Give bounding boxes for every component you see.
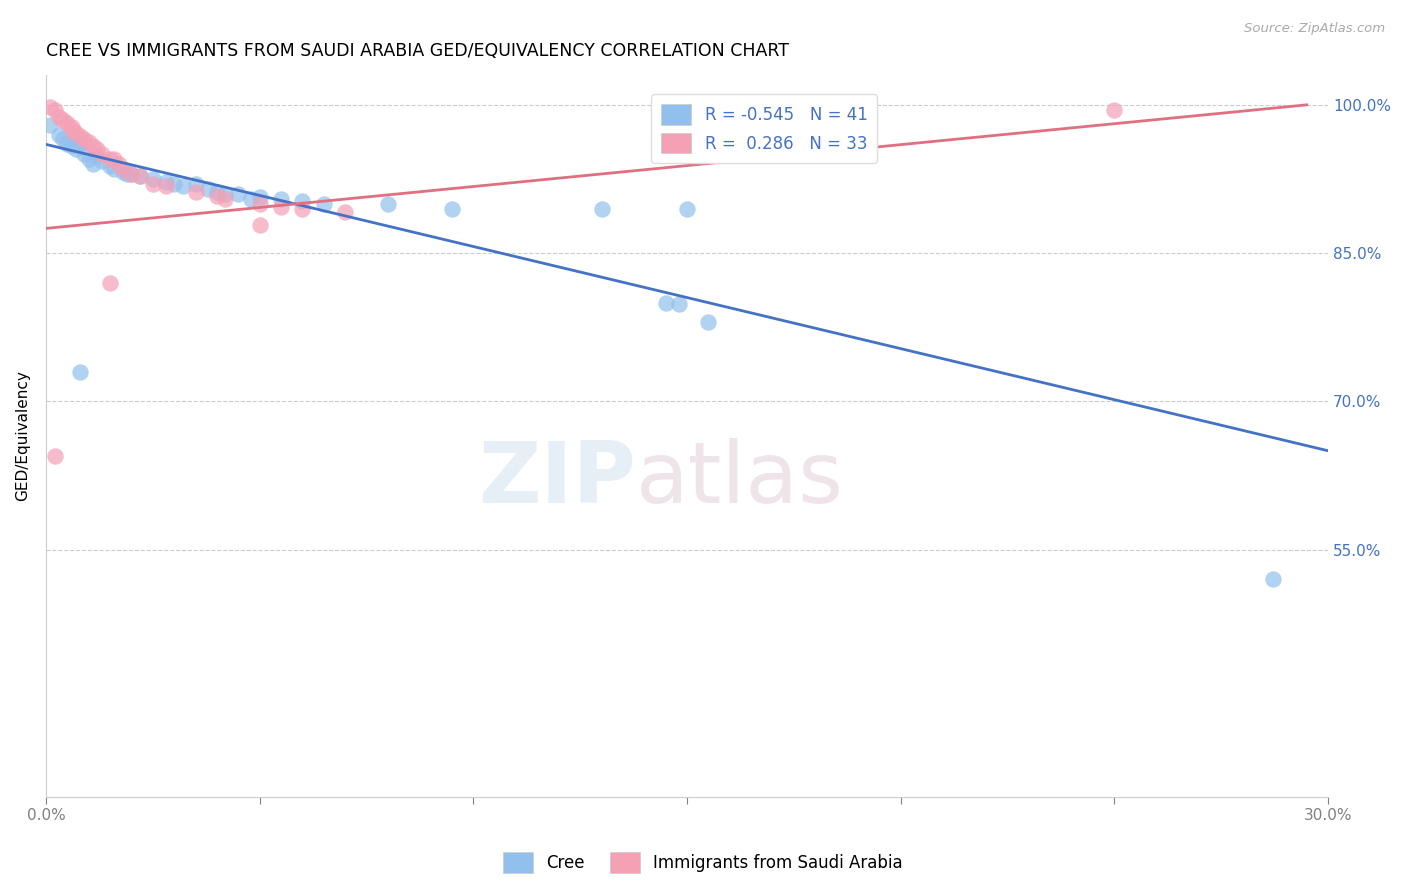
Point [129,169,152,183]
Point [39,100,62,114]
Text: ZIP: ZIP [478,438,636,521]
Point [98,159,121,173]
Point [65,142,87,156]
Point [142,177,165,191]
Point [52,112,75,127]
Point [103,152,125,166]
Point [77,136,100,150]
Point [90,147,112,161]
Point [205,188,228,202]
Point [291,202,314,216]
Point [155,178,177,193]
Point [82,139,104,153]
Point [39,118,62,132]
Point [48,110,70,124]
Point [240,192,263,206]
Point [48,128,70,142]
Point [56,137,79,152]
Point [676,202,699,216]
Point [103,162,125,177]
Point [90,154,112,169]
Point [120,167,142,181]
Legend: Cree, Immigrants from Saudi Arabia: Cree, Immigrants from Saudi Arabia [496,846,910,880]
Point [333,204,356,219]
Point [172,178,194,193]
Point [312,196,335,211]
Point [155,175,177,189]
Point [56,115,79,129]
Point [44,103,66,117]
Point [98,152,121,166]
Point [111,162,134,177]
Point [184,177,207,191]
Point [73,147,96,161]
Point [82,157,104,171]
Point [184,185,207,199]
Point [111,165,134,179]
Point [65,126,87,140]
Point [115,167,138,181]
Point [142,172,165,186]
Text: CREE VS IMMIGRANTS FROM SAUDI ARABIA GED/EQUIVALENCY CORRELATION CHART: CREE VS IMMIGRANTS FROM SAUDI ARABIA GED… [46,42,789,60]
Point [73,132,96,146]
Point [214,186,236,201]
Point [591,202,613,216]
Point [60,122,83,136]
Point [197,182,219,196]
Point [120,167,142,181]
Point [205,185,228,199]
Text: atlas: atlas [636,438,844,521]
Point [163,177,186,191]
Point [226,186,249,201]
Point [69,137,91,152]
Point [69,365,91,379]
Point [60,120,83,134]
Point [377,196,399,211]
Point [86,149,108,163]
Point [249,219,271,233]
Point [44,449,66,463]
Point [1104,103,1126,117]
Point [249,190,271,204]
Point [291,194,314,208]
Point [214,192,236,206]
Point [654,295,676,310]
Point [98,276,121,290]
Point [107,157,129,171]
Point [249,196,271,211]
Point [69,129,91,144]
Point [60,139,83,153]
Point [129,169,152,183]
Text: Source: ZipAtlas.com: Source: ZipAtlas.com [1244,22,1385,36]
Point [270,200,292,214]
Legend: R = -0.545   N = 41, R =  0.286   N = 33: R = -0.545 N = 41, R = 0.286 N = 33 [651,95,877,163]
Point [1261,572,1284,586]
Point [77,152,100,166]
Y-axis label: GED/Equivalency: GED/Equivalency [15,370,30,501]
Point [270,192,292,206]
Point [440,202,463,216]
Point [668,297,690,311]
Point [697,315,720,329]
Point [52,132,75,146]
Point [86,142,108,156]
